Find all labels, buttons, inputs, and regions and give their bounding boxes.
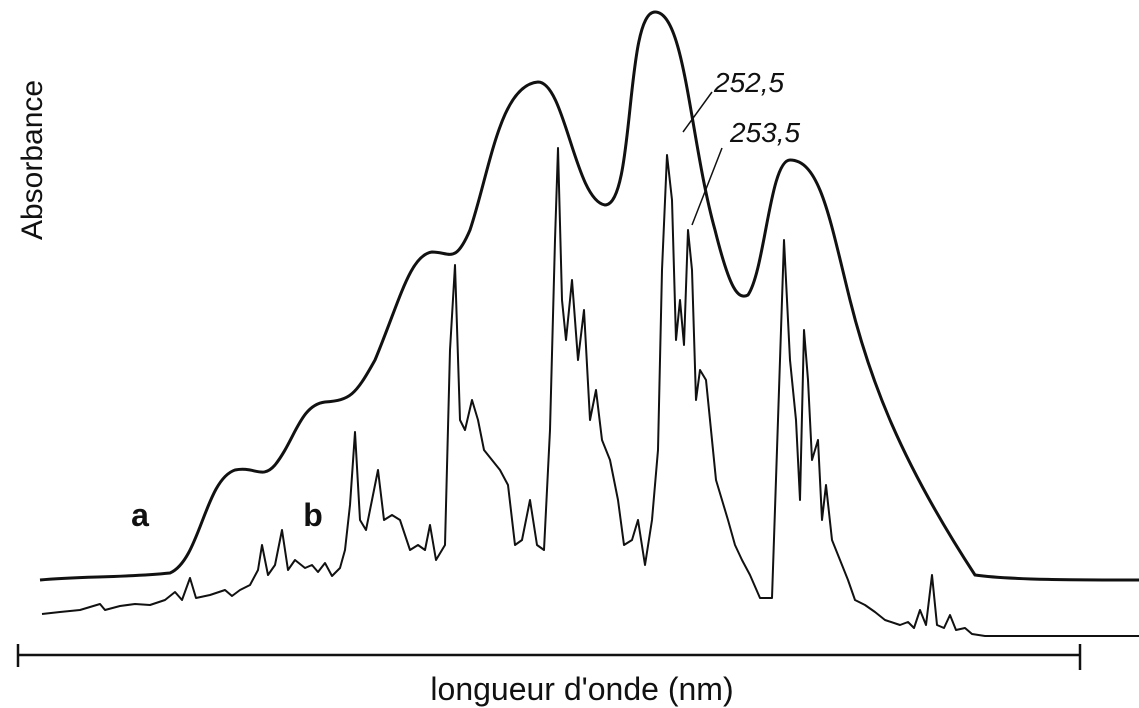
- curve-label: b: [303, 497, 323, 533]
- leader-line: [682, 91, 713, 133]
- curve-label: a: [131, 497, 149, 533]
- annotation: 253,5: [729, 117, 800, 148]
- y-axis-label: Absorbance: [16, 80, 49, 240]
- leader-line: [691, 147, 723, 226]
- curve-a: [39, 10, 1139, 582]
- curve-b: [41, 147, 1139, 637]
- x-axis-label: longueur d'onde (nm): [430, 671, 733, 707]
- annotation: 252,5: [713, 67, 784, 98]
